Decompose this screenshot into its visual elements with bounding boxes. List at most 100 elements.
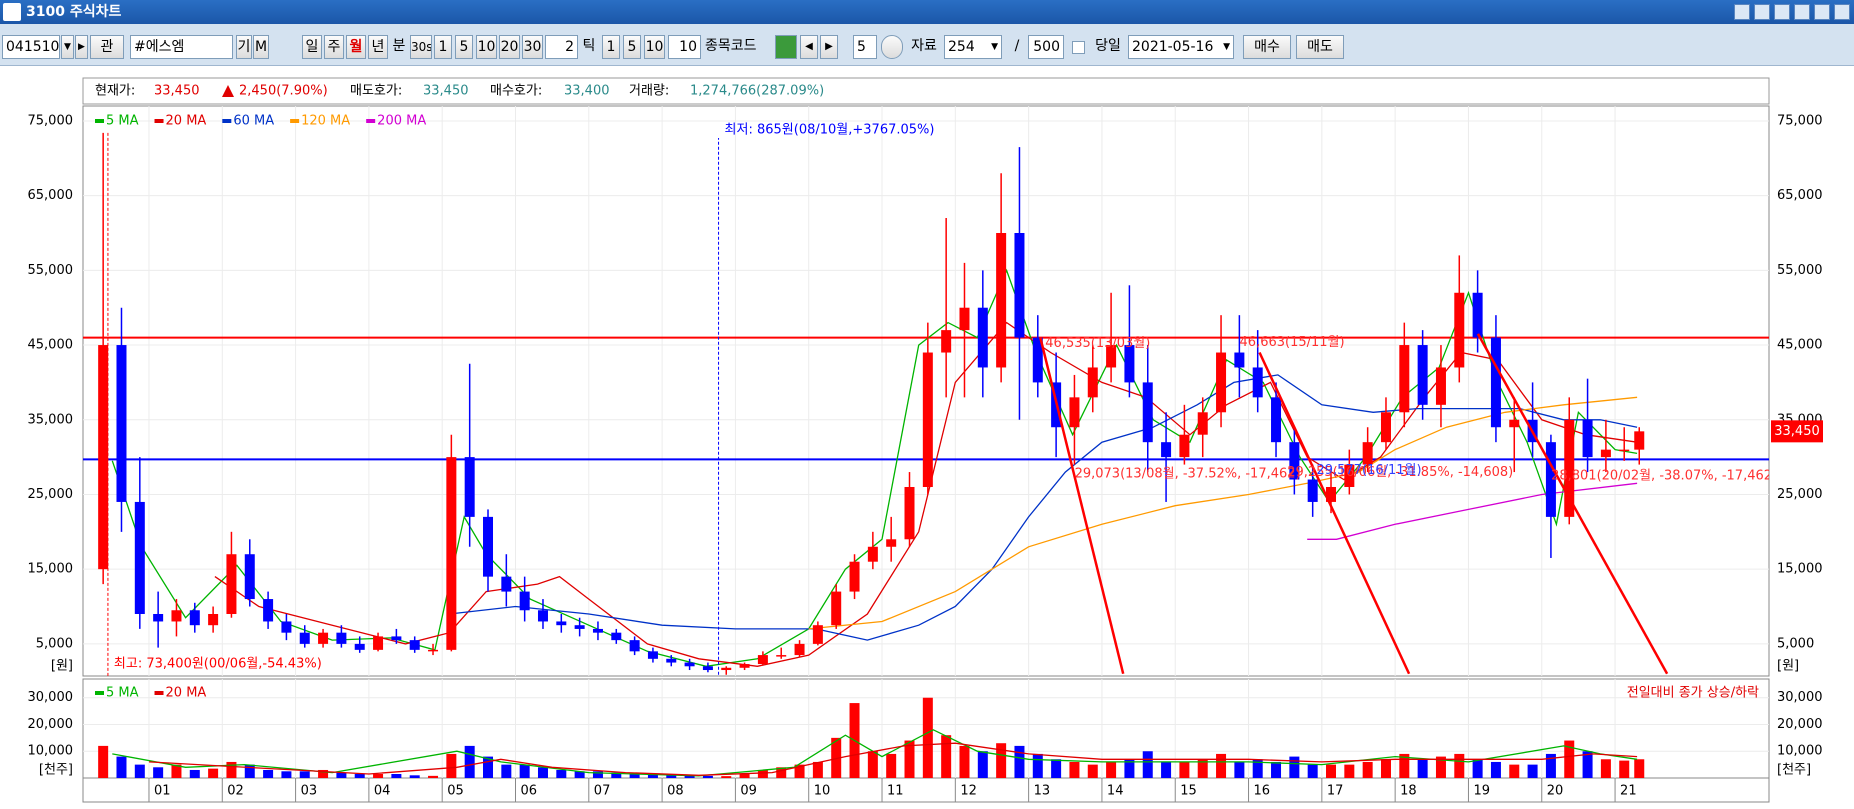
volume-tick-label: 30,000 <box>28 690 74 705</box>
sell-button[interactable]: 매도 <box>1296 35 1344 59</box>
volume-bar <box>1435 756 1446 778</box>
tick-button[interactable]: 5 <box>623 35 641 59</box>
x-tick-label: 17 <box>1327 784 1344 799</box>
y-tick-label: 45,000 <box>1777 338 1823 353</box>
date-select[interactable]: 2021-05-16 ▼ <box>1128 35 1234 59</box>
app-icon <box>3 3 21 21</box>
minute-button[interactable]: 30 <box>522 35 543 59</box>
candle-body <box>611 632 622 641</box>
name-button[interactable]: M <box>253 35 269 59</box>
candle-body <box>1271 397 1282 443</box>
y-tick-label: 55,000 <box>28 263 74 278</box>
refresh-button[interactable] <box>775 35 797 59</box>
next-button[interactable]: ▶ <box>75 35 88 59</box>
volume-bar <box>98 745 109 778</box>
period-button[interactable]: 월 <box>346 35 366 59</box>
step-input[interactable]: 5 <box>853 35 877 59</box>
volume-bar <box>1490 761 1501 778</box>
code-label: 종목코드 <box>705 38 757 54</box>
dropdown-button[interactable]: ▼ <box>61 35 74 59</box>
volume-bar <box>556 769 567 778</box>
name-input[interactable]: #에스엠 <box>130 35 233 59</box>
volume-ma-line <box>112 729 1638 777</box>
info-bid: 33,400 <box>564 84 610 99</box>
buy-button[interactable]: 매수 <box>1243 35 1291 59</box>
y-tick-label: 25,000 <box>1777 487 1823 502</box>
candle-body <box>1326 486 1337 502</box>
tick-count-input[interactable]: 2 <box>545 35 578 59</box>
candle-body <box>739 664 750 668</box>
volume-tick-label: 30,000 <box>1777 690 1823 705</box>
x-tick-label: 03 <box>301 784 318 799</box>
search-button[interactable]: 관 <box>90 35 124 59</box>
plot: 46,535(13/03월) 46,663(15/11월) 29,073(13/08… <box>83 123 1769 676</box>
period-button[interactable]: 주 <box>324 35 344 59</box>
extreme-label: 최저: 865원(08/10월,+3767.05%) <box>725 123 935 138</box>
max-input[interactable]: 500 <box>1028 35 1064 59</box>
window-button[interactable] <box>1814 4 1830 20</box>
period-button[interactable]: 년 <box>368 35 388 59</box>
legend-label: 120 MA <box>301 114 350 129</box>
data-count-select[interactable]: 254 ▼ <box>944 35 1002 59</box>
today-checkbox[interactable] <box>1072 41 1085 54</box>
period-button[interactable]: 일 <box>302 35 322 59</box>
x-tick-label: 05 <box>447 784 464 799</box>
volume-note: 전일대비 종가 상승/하락 <box>1627 686 1759 701</box>
minute-button[interactable]: 20 <box>499 35 520 59</box>
tick-button[interactable]: 10 <box>644 35 665 59</box>
volume-bar <box>189 769 200 778</box>
volume-bar <box>904 740 915 778</box>
volume-bar <box>1124 759 1135 778</box>
name-button[interactable]: 기 <box>236 35 252 59</box>
candle-body <box>318 632 329 644</box>
minute-button[interactable]: 1 <box>434 35 452 59</box>
candle-body <box>1069 397 1080 428</box>
volume-bar <box>702 775 713 778</box>
volume-bar <box>116 756 127 778</box>
candle-body <box>537 610 548 622</box>
window-button[interactable] <box>1834 4 1850 20</box>
candle-body <box>702 666 713 671</box>
x-tick-label: 19 <box>1473 784 1490 799</box>
minute-button[interactable]: 5 <box>455 35 473 59</box>
annotation: 46,535(13/03월) <box>1045 336 1150 351</box>
tick-input[interactable]: 10 <box>668 35 701 59</box>
candle-body <box>941 330 952 353</box>
x-tick-label: 08 <box>667 784 684 799</box>
candle-body <box>1014 232 1025 338</box>
window-button[interactable] <box>1754 4 1770 20</box>
volume-bar <box>244 764 255 778</box>
info-change: 2,450(7.90%) <box>239 84 328 99</box>
annotation: 29,255(16/06월, -31.85%, -14,608) <box>1287 465 1513 480</box>
volume-bar <box>171 764 182 778</box>
candle-body <box>849 561 860 592</box>
candle-body <box>501 576 512 592</box>
candle-body <box>1362 442 1373 465</box>
window-button[interactable] <box>1774 4 1790 20</box>
candle-body <box>1564 419 1575 517</box>
window-button[interactable] <box>1794 4 1810 20</box>
settings-button[interactable] <box>881 35 903 59</box>
minute-button[interactable]: 30s <box>410 35 432 59</box>
candle-body <box>904 486 915 540</box>
volume-ma-line <box>148 742 1638 776</box>
x-tick-label: 01 <box>154 784 171 799</box>
volume-tick-label: 10,000 <box>1777 744 1823 759</box>
volume-bar <box>886 753 897 778</box>
volume-tick-label: 10,000 <box>28 744 74 759</box>
annotation: 29,577(16/11월) <box>1317 463 1422 478</box>
trend-line <box>1476 333 1669 675</box>
candle-body <box>922 352 933 487</box>
volume-bar <box>812 761 823 778</box>
y-tick-label: 25,000 <box>28 487 74 502</box>
y-tick-label: 5,000 <box>36 636 73 651</box>
x-tick-label: 20 <box>1547 784 1564 799</box>
code-input[interactable]: 041510 <box>2 35 60 59</box>
prev-button[interactable]: ◀ <box>800 35 818 59</box>
extreme-label: 최고: 73,400원(00/06월,-54.43%) <box>114 657 322 672</box>
volume-bar <box>867 751 878 778</box>
tick-button[interactable]: 1 <box>602 35 620 59</box>
next-button[interactable]: ▶ <box>820 35 838 59</box>
window-button[interactable] <box>1734 4 1750 20</box>
minute-button[interactable]: 10 <box>476 35 497 59</box>
